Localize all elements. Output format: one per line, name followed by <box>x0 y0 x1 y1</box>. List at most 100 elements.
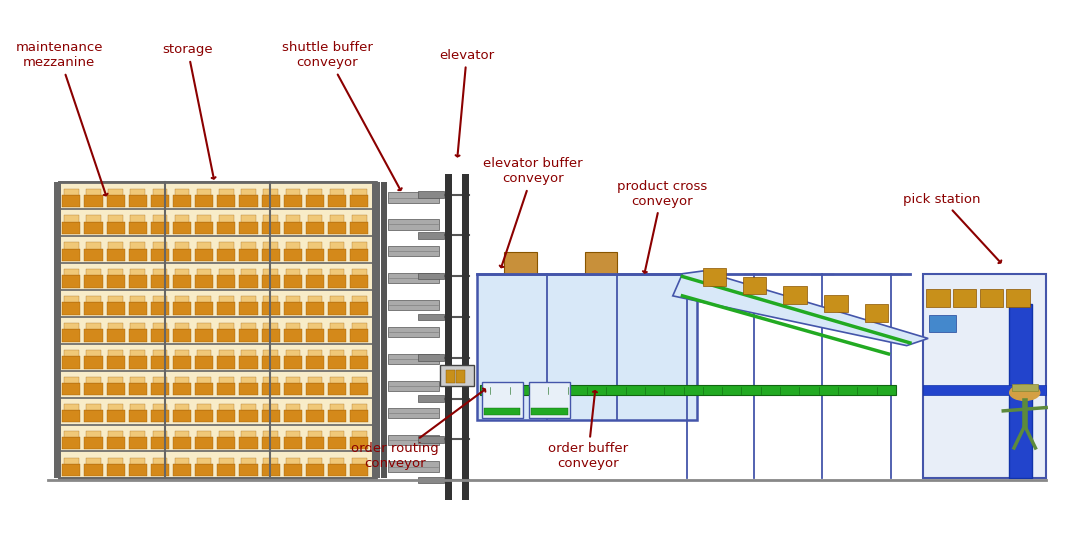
Bar <box>388 300 439 310</box>
Bar <box>152 216 167 222</box>
Bar <box>217 302 235 315</box>
Bar <box>106 463 124 476</box>
Bar <box>106 410 124 422</box>
Bar <box>306 463 324 476</box>
Bar <box>173 329 191 342</box>
Bar <box>262 222 280 234</box>
Bar <box>239 275 258 288</box>
Bar <box>219 377 234 383</box>
Bar <box>85 410 103 422</box>
Bar <box>352 457 367 463</box>
Circle shape <box>1010 385 1040 400</box>
Bar <box>108 269 123 275</box>
Bar <box>285 216 300 222</box>
Bar <box>175 377 189 383</box>
Bar <box>217 356 235 368</box>
Bar <box>152 350 167 356</box>
Bar <box>308 189 322 195</box>
Bar <box>106 248 124 261</box>
Bar <box>329 242 344 248</box>
Bar <box>173 356 191 368</box>
Bar <box>352 323 367 329</box>
Bar <box>108 404 123 410</box>
Bar <box>197 404 211 410</box>
Bar <box>285 242 300 248</box>
Bar <box>306 356 324 368</box>
Bar <box>151 248 168 261</box>
Bar <box>285 269 300 275</box>
Bar <box>350 195 368 207</box>
Bar <box>308 377 322 383</box>
Bar <box>283 275 302 288</box>
Bar <box>175 189 189 195</box>
Bar <box>173 222 191 234</box>
Bar <box>418 191 444 198</box>
Bar <box>308 269 322 275</box>
Bar <box>85 383 103 395</box>
Bar <box>108 296 123 302</box>
Text: pick station: pick station <box>903 192 1001 263</box>
Bar <box>197 323 211 329</box>
Bar <box>85 437 103 449</box>
Bar <box>262 383 280 395</box>
Bar <box>64 189 78 195</box>
Bar <box>352 216 367 222</box>
Bar <box>445 174 452 500</box>
Bar <box>195 275 214 288</box>
Bar <box>328 248 347 261</box>
Bar <box>262 248 280 261</box>
Text: product cross
conveyor: product cross conveyor <box>617 180 707 273</box>
Bar <box>62 410 80 422</box>
Bar <box>108 323 123 329</box>
Bar <box>328 463 347 476</box>
Bar <box>743 276 766 294</box>
Bar <box>62 383 80 395</box>
Bar <box>308 457 322 463</box>
Bar <box>329 296 344 302</box>
Bar <box>217 248 235 261</box>
Bar <box>173 195 191 207</box>
Bar <box>262 195 280 207</box>
Bar <box>86 457 101 463</box>
Bar <box>217 275 235 288</box>
Bar <box>328 437 347 449</box>
Bar <box>388 327 439 337</box>
Bar <box>173 383 191 395</box>
Bar <box>151 275 168 288</box>
Bar <box>217 195 235 207</box>
Bar <box>352 431 367 437</box>
Bar <box>306 410 324 422</box>
Bar <box>929 315 956 332</box>
Bar <box>129 329 147 342</box>
Bar <box>263 242 278 248</box>
Bar <box>418 273 444 279</box>
Bar <box>152 242 167 248</box>
Bar <box>263 377 278 383</box>
Bar <box>219 323 234 329</box>
Bar <box>152 377 167 383</box>
Bar <box>219 431 234 437</box>
Bar <box>329 404 344 410</box>
Bar <box>388 354 439 364</box>
Bar <box>241 216 255 222</box>
Bar <box>108 431 123 437</box>
Bar <box>262 302 280 315</box>
Bar <box>328 356 347 368</box>
Bar <box>108 189 123 195</box>
Text: storage: storage <box>162 43 216 179</box>
Bar <box>152 189 167 195</box>
Bar <box>64 296 78 302</box>
Bar <box>129 222 147 234</box>
Bar <box>388 435 439 445</box>
Bar <box>195 410 214 422</box>
Bar <box>197 189 211 195</box>
Bar <box>328 329 347 342</box>
Bar <box>783 286 807 304</box>
Bar <box>219 216 234 222</box>
Bar <box>283 222 302 234</box>
Bar <box>106 356 124 368</box>
Bar <box>418 354 444 361</box>
Bar <box>85 248 103 261</box>
Bar <box>131 404 145 410</box>
Bar <box>62 275 80 288</box>
